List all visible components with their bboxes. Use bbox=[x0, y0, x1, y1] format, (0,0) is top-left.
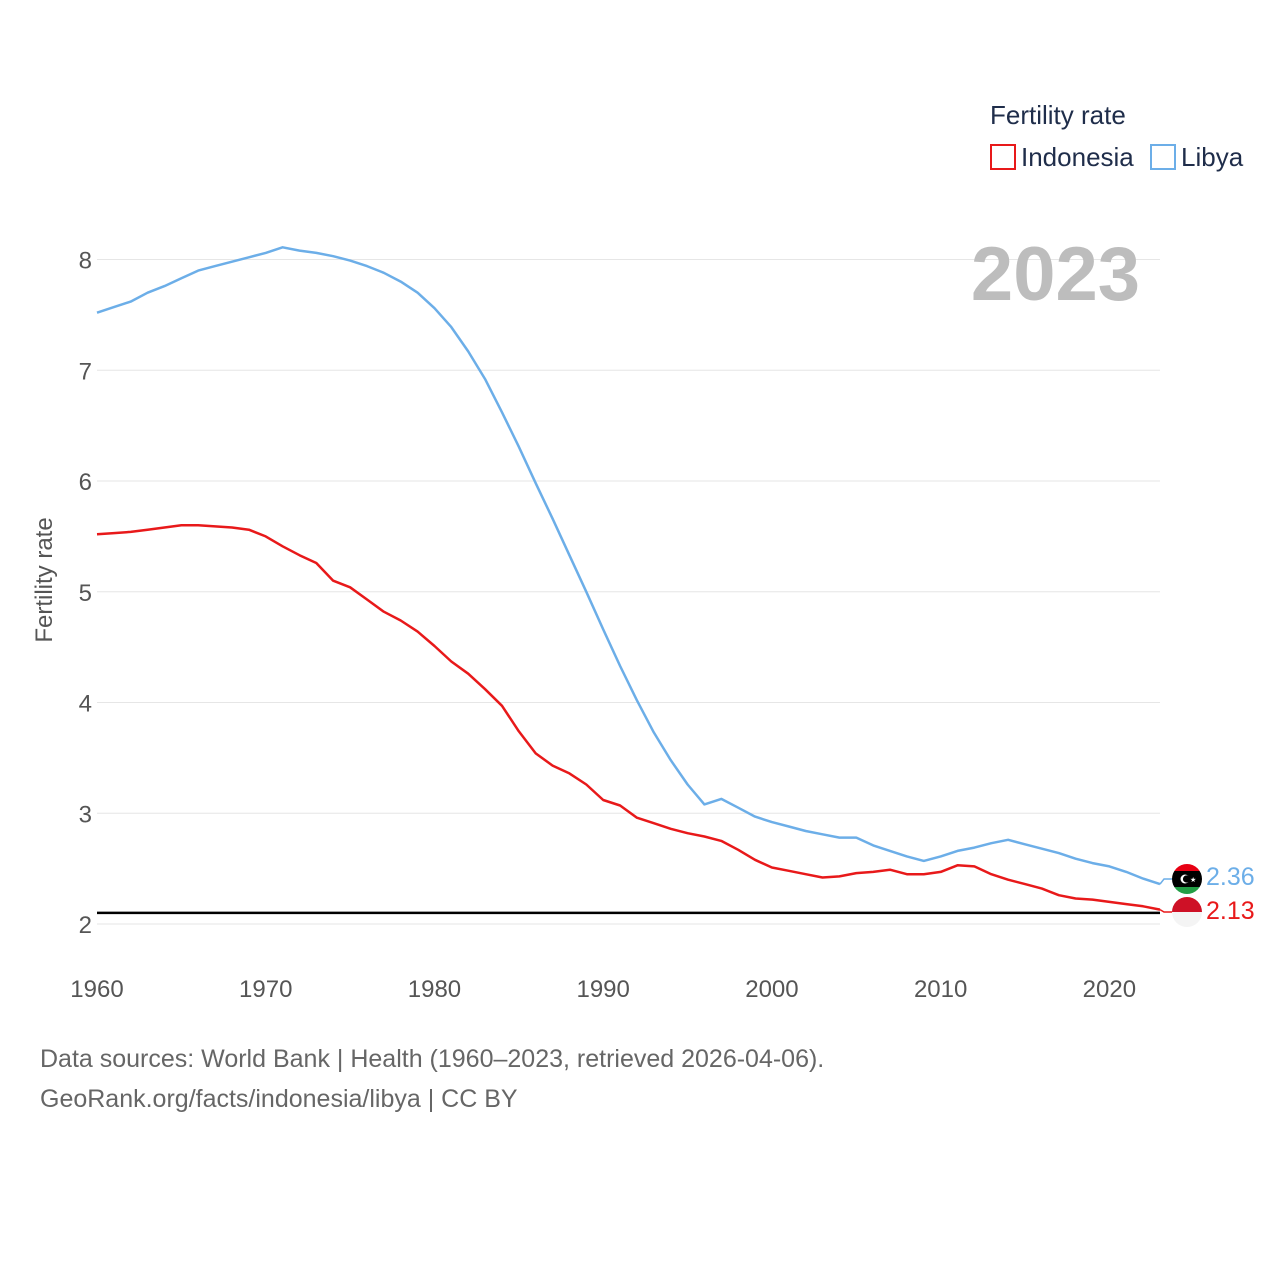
y-axis-title: Fertility rate bbox=[31, 517, 58, 642]
series-lines bbox=[96, 246, 1172, 913]
legend-swatch-indonesia bbox=[990, 144, 1016, 170]
series-line-libya bbox=[96, 246, 1161, 886]
x-tick-label: 1990 bbox=[576, 976, 629, 1003]
indonesia-flag-icon bbox=[1172, 897, 1202, 927]
x-axis-ticks: 1960 1970 1980 1990 2000 2010 2020 bbox=[70, 976, 1136, 1003]
y-tick-label: 3 bbox=[79, 801, 92, 828]
libya-flag-icon: ★ bbox=[1172, 864, 1202, 894]
series-line-indonesia bbox=[96, 524, 1161, 911]
end-connector-indonesia bbox=[1159, 908, 1172, 913]
end-connector-libya bbox=[1159, 878, 1172, 885]
footer-attribution: GeoRank.org/facts/indonesia/libya | CC B… bbox=[40, 1085, 518, 1113]
y-tick-label: 6 bbox=[79, 469, 92, 496]
series-endpoints: ★ 2.36 2.13 bbox=[1172, 863, 1255, 927]
legend-label-libya: Libya bbox=[1181, 142, 1244, 172]
y-tick-label: 4 bbox=[79, 691, 92, 718]
legend: Fertility rate Indonesia Libya bbox=[990, 100, 1244, 172]
x-tick-label: 1970 bbox=[239, 976, 292, 1003]
x-tick-label: 2020 bbox=[1083, 976, 1136, 1003]
legend-label-indonesia: Indonesia bbox=[1021, 142, 1134, 172]
y-tick-label: 2 bbox=[79, 912, 92, 939]
y-tick-label: 5 bbox=[79, 580, 92, 607]
x-tick-label: 2010 bbox=[914, 976, 967, 1003]
y-tick-label: 8 bbox=[79, 248, 92, 275]
y-axis-ticks: 2 3 4 5 6 7 8 bbox=[79, 248, 92, 940]
footer-sources: Data sources: World Bank | Health (1960–… bbox=[40, 1045, 825, 1073]
grid bbox=[97, 259, 1160, 925]
x-tick-label: 1960 bbox=[70, 976, 123, 1003]
legend-swatch-libya bbox=[1150, 144, 1176, 170]
end-label-indonesia: 2.13 bbox=[1206, 897, 1255, 925]
x-tick-label: 1980 bbox=[408, 976, 461, 1003]
x-tick-label: 2000 bbox=[745, 976, 798, 1003]
legend-title: Fertility rate bbox=[990, 100, 1126, 130]
svg-text:★: ★ bbox=[1190, 876, 1196, 884]
y-tick-label: 7 bbox=[79, 358, 92, 385]
year-display: 2023 bbox=[971, 232, 1140, 317]
end-label-libya: 2.36 bbox=[1206, 863, 1255, 891]
